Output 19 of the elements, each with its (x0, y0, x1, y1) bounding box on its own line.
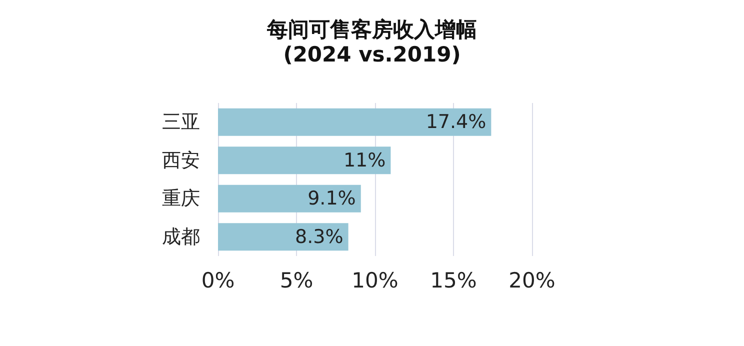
x-tick-label: 10% (352, 268, 398, 292)
x-tick-label: 5% (280, 268, 314, 292)
x-tick-label: 20% (508, 268, 556, 292)
data-label: 9.1% (308, 188, 356, 210)
y-tick-label: 重庆 (162, 188, 200, 210)
chart-title: 每间可售客房收入增幅 (266, 18, 477, 42)
x-tick-label: 0% (201, 268, 235, 292)
bar (218, 184, 361, 212)
bar (218, 108, 492, 136)
x-tick-label: 15% (430, 268, 477, 292)
data-label: 11% (343, 149, 386, 172)
chart-subtitle: (2024 vs.2019) (283, 42, 461, 66)
y-tick-label: 三亚 (162, 111, 200, 134)
bar (218, 223, 348, 251)
y-tick-label: 西安 (162, 149, 200, 172)
y-tick-label: 成都 (162, 226, 200, 248)
data-label: 17.4% (426, 111, 486, 134)
data-label: 8.3% (295, 226, 344, 248)
bar (218, 146, 391, 174)
